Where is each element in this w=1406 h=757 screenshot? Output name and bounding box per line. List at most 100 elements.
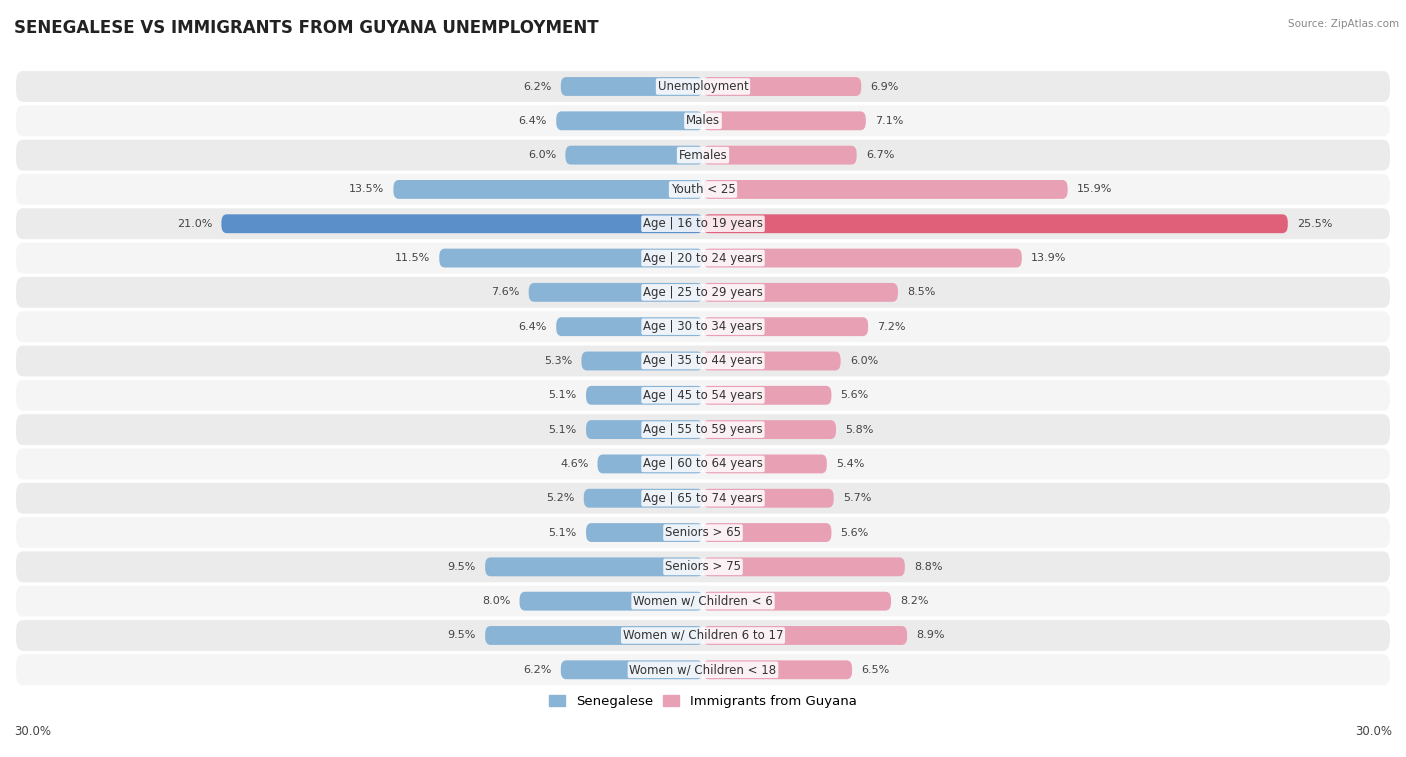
FancyBboxPatch shape <box>15 584 1391 618</box>
FancyBboxPatch shape <box>15 378 1391 412</box>
Text: 9.5%: 9.5% <box>447 631 477 640</box>
FancyBboxPatch shape <box>703 420 837 439</box>
Text: 21.0%: 21.0% <box>177 219 212 229</box>
FancyBboxPatch shape <box>703 592 891 611</box>
FancyBboxPatch shape <box>703 248 1022 267</box>
Text: Source: ZipAtlas.com: Source: ZipAtlas.com <box>1288 19 1399 29</box>
Text: 9.5%: 9.5% <box>447 562 477 572</box>
FancyBboxPatch shape <box>703 660 852 679</box>
Text: 6.7%: 6.7% <box>866 150 894 160</box>
Text: 11.5%: 11.5% <box>395 253 430 263</box>
FancyBboxPatch shape <box>703 523 831 542</box>
Text: Age | 55 to 59 years: Age | 55 to 59 years <box>643 423 763 436</box>
Text: Unemployment: Unemployment <box>658 80 748 93</box>
Text: 5.6%: 5.6% <box>841 391 869 400</box>
FancyBboxPatch shape <box>15 619 1391 652</box>
FancyBboxPatch shape <box>583 489 703 508</box>
Text: 30.0%: 30.0% <box>14 725 51 738</box>
Text: Age | 25 to 29 years: Age | 25 to 29 years <box>643 286 763 299</box>
FancyBboxPatch shape <box>15 139 1391 172</box>
Text: Age | 65 to 74 years: Age | 65 to 74 years <box>643 492 763 505</box>
FancyBboxPatch shape <box>15 481 1391 515</box>
Text: 13.5%: 13.5% <box>349 185 384 195</box>
FancyBboxPatch shape <box>703 283 898 302</box>
Text: 6.2%: 6.2% <box>523 82 551 92</box>
FancyBboxPatch shape <box>586 523 703 542</box>
FancyBboxPatch shape <box>557 111 703 130</box>
Text: 8.5%: 8.5% <box>907 288 935 298</box>
Text: 5.3%: 5.3% <box>544 356 572 366</box>
Text: 5.2%: 5.2% <box>546 494 575 503</box>
Text: 5.4%: 5.4% <box>837 459 865 469</box>
Text: Age | 60 to 64 years: Age | 60 to 64 years <box>643 457 763 470</box>
Text: 6.9%: 6.9% <box>870 82 898 92</box>
FancyBboxPatch shape <box>703 489 834 508</box>
Text: 8.9%: 8.9% <box>917 631 945 640</box>
FancyBboxPatch shape <box>221 214 703 233</box>
Text: 7.6%: 7.6% <box>491 288 520 298</box>
FancyBboxPatch shape <box>485 626 703 645</box>
FancyBboxPatch shape <box>598 454 703 473</box>
FancyBboxPatch shape <box>15 447 1391 481</box>
Text: Women w/ Children < 6: Women w/ Children < 6 <box>633 595 773 608</box>
FancyBboxPatch shape <box>703 111 866 130</box>
Text: Age | 16 to 19 years: Age | 16 to 19 years <box>643 217 763 230</box>
Text: Age | 30 to 34 years: Age | 30 to 34 years <box>643 320 763 333</box>
Text: SENEGALESE VS IMMIGRANTS FROM GUYANA UNEMPLOYMENT: SENEGALESE VS IMMIGRANTS FROM GUYANA UNE… <box>14 19 599 37</box>
FancyBboxPatch shape <box>703 317 868 336</box>
FancyBboxPatch shape <box>485 557 703 576</box>
FancyBboxPatch shape <box>15 550 1391 584</box>
FancyBboxPatch shape <box>15 344 1391 378</box>
Text: 5.1%: 5.1% <box>548 425 576 435</box>
Text: 25.5%: 25.5% <box>1296 219 1333 229</box>
FancyBboxPatch shape <box>703 145 856 164</box>
Text: 7.2%: 7.2% <box>877 322 905 332</box>
Text: 13.9%: 13.9% <box>1031 253 1066 263</box>
Text: Females: Females <box>679 148 727 162</box>
FancyBboxPatch shape <box>15 516 1391 549</box>
Text: 30.0%: 30.0% <box>1355 725 1392 738</box>
Text: 8.0%: 8.0% <box>482 597 510 606</box>
FancyBboxPatch shape <box>582 351 703 370</box>
FancyBboxPatch shape <box>586 420 703 439</box>
FancyBboxPatch shape <box>15 207 1391 240</box>
Text: 7.1%: 7.1% <box>875 116 904 126</box>
FancyBboxPatch shape <box>520 592 703 611</box>
FancyBboxPatch shape <box>15 173 1391 206</box>
Text: 5.8%: 5.8% <box>845 425 873 435</box>
FancyBboxPatch shape <box>394 180 703 199</box>
FancyBboxPatch shape <box>529 283 703 302</box>
FancyBboxPatch shape <box>703 77 862 96</box>
FancyBboxPatch shape <box>703 626 907 645</box>
FancyBboxPatch shape <box>15 241 1391 275</box>
Text: 6.0%: 6.0% <box>529 150 557 160</box>
FancyBboxPatch shape <box>15 413 1391 446</box>
Text: 8.2%: 8.2% <box>900 597 929 606</box>
FancyBboxPatch shape <box>703 214 1288 233</box>
Text: 6.4%: 6.4% <box>519 322 547 332</box>
FancyBboxPatch shape <box>561 77 703 96</box>
FancyBboxPatch shape <box>15 310 1391 343</box>
Text: 5.1%: 5.1% <box>548 528 576 537</box>
Text: Age | 35 to 44 years: Age | 35 to 44 years <box>643 354 763 367</box>
Text: Seniors > 65: Seniors > 65 <box>665 526 741 539</box>
FancyBboxPatch shape <box>557 317 703 336</box>
Text: 15.9%: 15.9% <box>1077 185 1112 195</box>
FancyBboxPatch shape <box>15 104 1391 137</box>
FancyBboxPatch shape <box>703 454 827 473</box>
FancyBboxPatch shape <box>703 180 1067 199</box>
FancyBboxPatch shape <box>15 276 1391 309</box>
Text: 6.0%: 6.0% <box>849 356 877 366</box>
Text: Youth < 25: Youth < 25 <box>671 183 735 196</box>
Text: 4.6%: 4.6% <box>560 459 588 469</box>
Text: 5.6%: 5.6% <box>841 528 869 537</box>
FancyBboxPatch shape <box>586 386 703 405</box>
FancyBboxPatch shape <box>15 653 1391 687</box>
FancyBboxPatch shape <box>561 660 703 679</box>
Text: 6.4%: 6.4% <box>519 116 547 126</box>
Text: 6.5%: 6.5% <box>862 665 890 674</box>
FancyBboxPatch shape <box>703 351 841 370</box>
Text: Women w/ Children 6 to 17: Women w/ Children 6 to 17 <box>623 629 783 642</box>
Text: 5.7%: 5.7% <box>842 494 872 503</box>
Text: Age | 20 to 24 years: Age | 20 to 24 years <box>643 251 763 264</box>
